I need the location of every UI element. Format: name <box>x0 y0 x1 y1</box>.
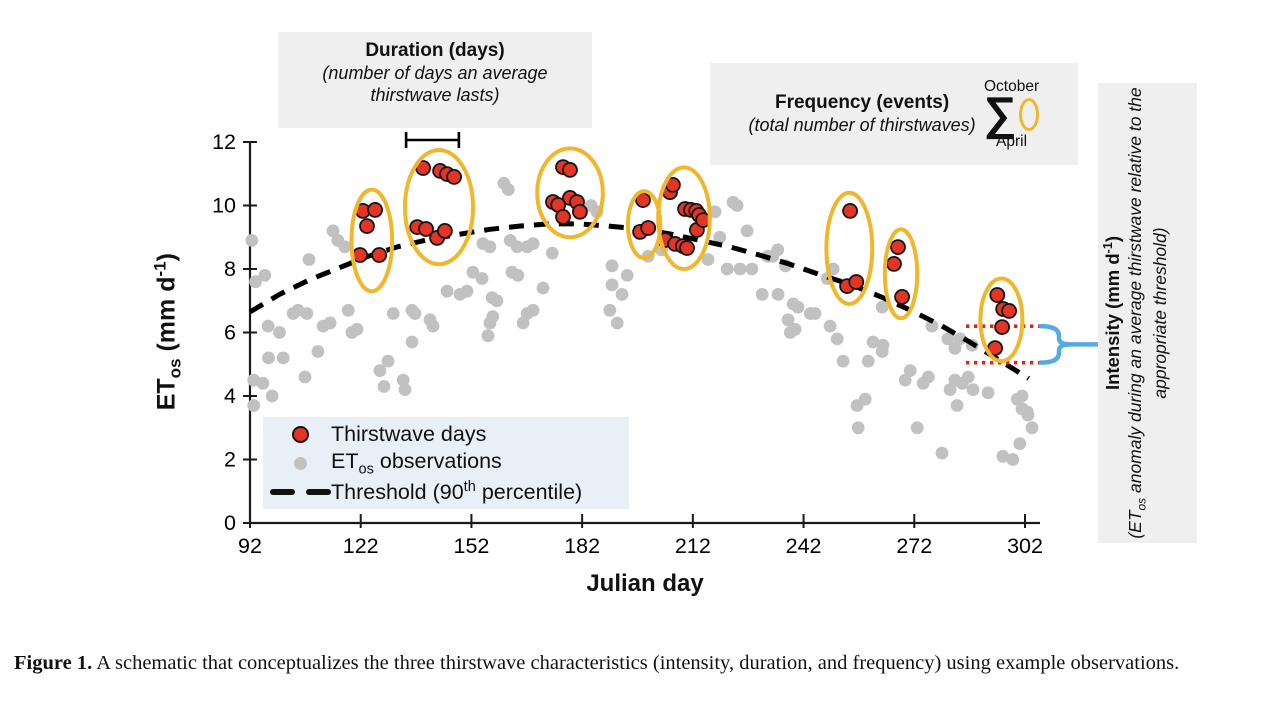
intensity-title: Intensity (mm d-1) <box>1101 235 1124 391</box>
summation-lower-limit: April <box>996 132 1028 150</box>
chart-legend: Thirstwave days ETos observations Thresh… <box>263 417 629 509</box>
event-ellipses <box>349 146 1025 364</box>
legend-item-threshold: Threshold (90th percentile) <box>269 478 629 507</box>
svg-text:212: 212 <box>675 534 711 558</box>
thirstwave-chart: 92 122 152 182 212 242 272 302 0 2 4 6 8 10 12 <box>212 130 1099 558</box>
thirstwave-points <box>352 159 1017 357</box>
observation-dot-icon <box>269 456 331 470</box>
svg-text:6: 6 <box>224 321 236 345</box>
summation-upper-limit: October <box>983 77 1040 95</box>
svg-text:2: 2 <box>224 448 236 472</box>
svg-text:0: 0 <box>224 511 236 535</box>
svg-text:4: 4 <box>224 384 236 408</box>
event-oval-icon <box>1019 97 1040 131</box>
duration-subtitle: (number of days an average thirstwave las… <box>322 62 548 105</box>
caption-text: A schematic that conceptualizes the thre… <box>92 652 1180 674</box>
dashed-line-icon <box>269 489 331 495</box>
legend-item-thirstwave-days: Thirstwave days <box>269 420 629 449</box>
summation-symbol-group: October ∑ April <box>984 79 1040 149</box>
svg-text:8: 8 <box>224 257 236 281</box>
frequency-title: Frequency (events) <box>774 92 950 114</box>
figure-caption: Figure 1. A schematic that conceptualize… <box>14 648 1280 680</box>
duration-annotation-box: Duration (days) (number of days an avera… <box>278 32 592 128</box>
legend-label: ETos observations <box>331 448 502 478</box>
svg-text:272: 272 <box>896 534 932 558</box>
thirstwave-dot-icon <box>269 425 331 443</box>
intensity-subtitle: (ETos anomaly during an average thirstwa… <box>1125 87 1170 539</box>
svg-text:12: 12 <box>212 130 236 154</box>
summation-sigma-icon: ∑ <box>983 87 1017 140</box>
axes: 92 122 152 182 212 242 272 302 0 2 4 6 8 10 12 <box>212 130 1043 558</box>
frequency-text: Frequency (events) (total number of thir… <box>749 91 976 137</box>
intensity-brace <box>1038 323 1099 365</box>
legend-label: Thirstwave days <box>331 421 487 446</box>
svg-text:92: 92 <box>238 534 262 558</box>
intensity-text: Intensity (mm d-1) (ETos anomaly during … <box>1100 82 1196 544</box>
intensity-annotation-box <box>1098 83 1197 543</box>
svg-text:122: 122 <box>343 534 379 558</box>
legend-item-observations: ETos observations <box>269 449 629 478</box>
y-axis-label: ETos (mm d-1) <box>150 253 185 411</box>
duration-title: Duration (days) <box>365 40 505 61</box>
frequency-subtitle: (total number of thirstwaves) <box>748 114 976 135</box>
duration-bracket <box>404 132 461 148</box>
svg-text:242: 242 <box>786 534 822 558</box>
legend-label: Threshold (90th percentile) <box>331 478 583 505</box>
x-axis-label: Julian day <box>586 570 704 597</box>
frequency-annotation-box: Frequency (events) (total number of thir… <box>710 63 1078 165</box>
svg-text:10: 10 <box>212 194 236 218</box>
svg-text:302: 302 <box>1007 534 1043 558</box>
observation-points <box>245 176 1039 466</box>
svg-text:182: 182 <box>564 534 600 558</box>
svg-text:152: 152 <box>453 534 489 558</box>
caption-label: Figure 1. <box>14 652 93 674</box>
